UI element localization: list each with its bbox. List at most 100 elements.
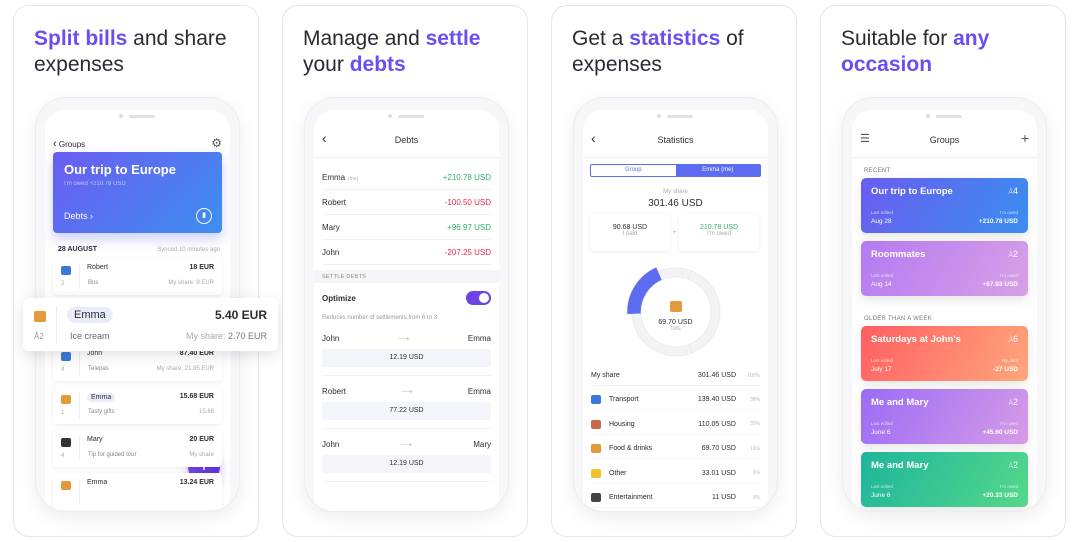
member-name: John <box>322 248 340 257</box>
expense-amount: 13.24 EUR <box>179 479 214 486</box>
from-member: John <box>322 439 340 449</box>
payer-name: Emma <box>87 393 116 402</box>
category-row[interactable]: Transport 139.40 USD 38% <box>591 390 760 410</box>
payer-name: Emma <box>87 479 108 486</box>
back-chevron-icon[interactable]: ‹ <box>591 130 596 146</box>
member-name: Robert <box>322 198 347 207</box>
expense-description: Bus <box>88 280 99 286</box>
expense-item[interactable]: 1 Emma Tasty gifts 15.68 EUR 15.68 <box>53 387 222 424</box>
settlement-amount[interactable]: 12.19 USD <box>322 349 491 367</box>
member-count: Å4 <box>1008 186 1018 196</box>
screen-title: Debts <box>394 135 419 145</box>
statistics-icon[interactable]: ▮ <box>196 208 212 224</box>
people-count: 4 <box>61 453 65 459</box>
member-count: Å2 <box>1008 460 1018 470</box>
last-edited-date: July 17 <box>871 366 892 373</box>
clapperboard-icon <box>591 493 601 502</box>
category-row[interactable]: Entertainment 11 USD 3% <box>591 488 760 508</box>
expense-amount: 15.68 EUR <box>179 393 214 400</box>
person-icon: Å <box>1008 252 1013 259</box>
group-balance: -27 USD <box>993 366 1018 373</box>
people-count: 2 <box>61 281 65 287</box>
group-card[interactable]: Saturdays at John's Å6 Last edited July 17 M… <box>861 326 1028 381</box>
expense-item[interactable]: 2 Robert Bus 18 EUR My share: 9 EUR <box>53 258 222 295</box>
statistics-screen: ‹ Statistics Group Emma (me) My share 30… <box>583 110 768 511</box>
add-group-button[interactable]: + <box>1020 130 1029 146</box>
groups-screen: ☰ Groups + RECENT OLDER THAN A WEEK Our … <box>852 110 1037 511</box>
debt-row: Emma (me) +210.78 USD <box>322 166 491 190</box>
group-card[interactable]: Our trip to Europe Å4 Last edited Aug 28 I'm… <box>861 178 1028 233</box>
expense-item[interactable]: Emma 13.24 EUR <box>53 473 222 510</box>
arrow-right-icon: ⟶ <box>400 439 413 449</box>
settlement-amount[interactable]: 77.22 USD <box>322 402 491 420</box>
category-row[interactable]: Housing 110.05 USD 30% <box>591 415 760 435</box>
headline: Split bills and share expenses <box>34 27 227 76</box>
optimize-description: Reduces number of settlements from 6 to … <box>322 315 438 321</box>
expense-item[interactable]: 4 Mary Tip for guided tour 20 EUR My share <box>53 430 222 467</box>
category-amount: 69.70 USD <box>701 445 736 452</box>
expense-description: Tasty gifts <box>88 409 115 415</box>
expense-description: Telepas <box>88 366 109 372</box>
balance-amount: -100.50 USD <box>444 198 491 207</box>
expense-description: Tip for guided tour <box>88 452 137 458</box>
group-title: Our trip to Europe <box>64 162 176 177</box>
expense-amount: 87.40 EUR <box>179 350 214 357</box>
panel-statistics: Get a statistics of expenses ‹ Statistic… <box>551 5 797 537</box>
group-name: Our trip to Europe <box>871 186 953 197</box>
category-name: Transport <box>609 396 639 403</box>
last-edited-date: Aug 28 <box>871 218 892 225</box>
group-card[interactable]: Me and Mary Å2 Last edited June 6 I'm owed +2… <box>861 452 1028 507</box>
back-button[interactable]: ‹ Groups <box>53 138 86 150</box>
sync-status: Synced 10 minutes ago <box>157 247 220 253</box>
category-percent: 9% <box>752 470 760 476</box>
expense-amount: 20 EUR <box>189 436 214 443</box>
owed-summary: I'm owed +210.78 USD <box>64 181 126 187</box>
donut-segment-other[interactable] <box>658 267 684 281</box>
payer-name: Mary <box>87 436 103 443</box>
person-icon: Å <box>1008 189 1013 196</box>
group-card[interactable]: Roommates Å2 Last edited Aug 14 I'm owed +67.… <box>861 241 1028 296</box>
panel-split-bills: Split bills and share expenses ‹ Groups … <box>13 5 278 537</box>
arrow-right-icon: ⟶ <box>401 386 413 396</box>
menu-icon[interactable]: ☰ <box>860 133 870 145</box>
group-card[interactable]: Me and Mary Å2 Last edited June 6 I'm owed +4… <box>861 389 1028 444</box>
back-chevron-icon[interactable]: ‹ <box>322 130 327 146</box>
member-count: Å2 <box>1008 249 1018 259</box>
optimize-toggle[interactable] <box>466 291 491 305</box>
tab-group[interactable]: Group <box>624 167 642 173</box>
to-member: Emma <box>467 386 491 396</box>
stat-total-row: My share 301.46 USD 100% <box>591 366 760 386</box>
gear-icon[interactable]: ⚙ <box>211 136 222 150</box>
donut-segment-entertainment[interactable] <box>681 268 692 280</box>
section-recent: RECENT <box>864 168 891 174</box>
group-balance: +45.60 USD <box>982 429 1018 436</box>
last-edited-date: June 6 <box>871 492 891 499</box>
burger-icon <box>591 444 601 453</box>
optimize-label: Optimize <box>322 294 356 303</box>
payer-name: Robert <box>87 264 109 271</box>
tab-me[interactable]: Emma (me) <box>675 165 760 176</box>
person-icon: Å <box>1008 337 1013 344</box>
expense-description: Ice cream <box>70 331 110 341</box>
debts-link[interactable]: Debts › <box>64 211 94 221</box>
house-icon <box>591 419 601 429</box>
chevron-left-icon: ‹ <box>53 138 57 150</box>
person-icon: Å <box>1008 463 1013 470</box>
paid-card: 90.68 USD I paid <box>590 214 670 251</box>
group-balance: +67.93 USD <box>982 281 1018 288</box>
category-donut-chart[interactable] <box>626 262 726 362</box>
headline: Get a statistics of expenses <box>572 27 744 76</box>
group-name: Me and Mary <box>871 460 929 471</box>
donut-segment-food-drinks[interactable] <box>626 266 663 315</box>
settlement-amount[interactable]: 12.19 USD <box>322 455 491 473</box>
settlement-row: John ⟶ Mary <box>322 434 491 454</box>
category-row[interactable]: Food & drinks 69.70 USD 19% <box>591 439 760 459</box>
category-name: Food & drinks <box>609 445 653 452</box>
notch <box>107 110 167 122</box>
category-amount: 139.40 USD <box>697 396 736 403</box>
emoji-icon <box>591 468 601 478</box>
category-amount: 110.05 USD <box>698 420 736 428</box>
people-count: 4 <box>61 367 65 373</box>
featured-expense-card[interactable]: Å2 Emma Ice cream 5.40 EUR My share: 2.7… <box>23 298 278 351</box>
category-row[interactable]: Other 33.01 USD 9% <box>591 464 760 484</box>
